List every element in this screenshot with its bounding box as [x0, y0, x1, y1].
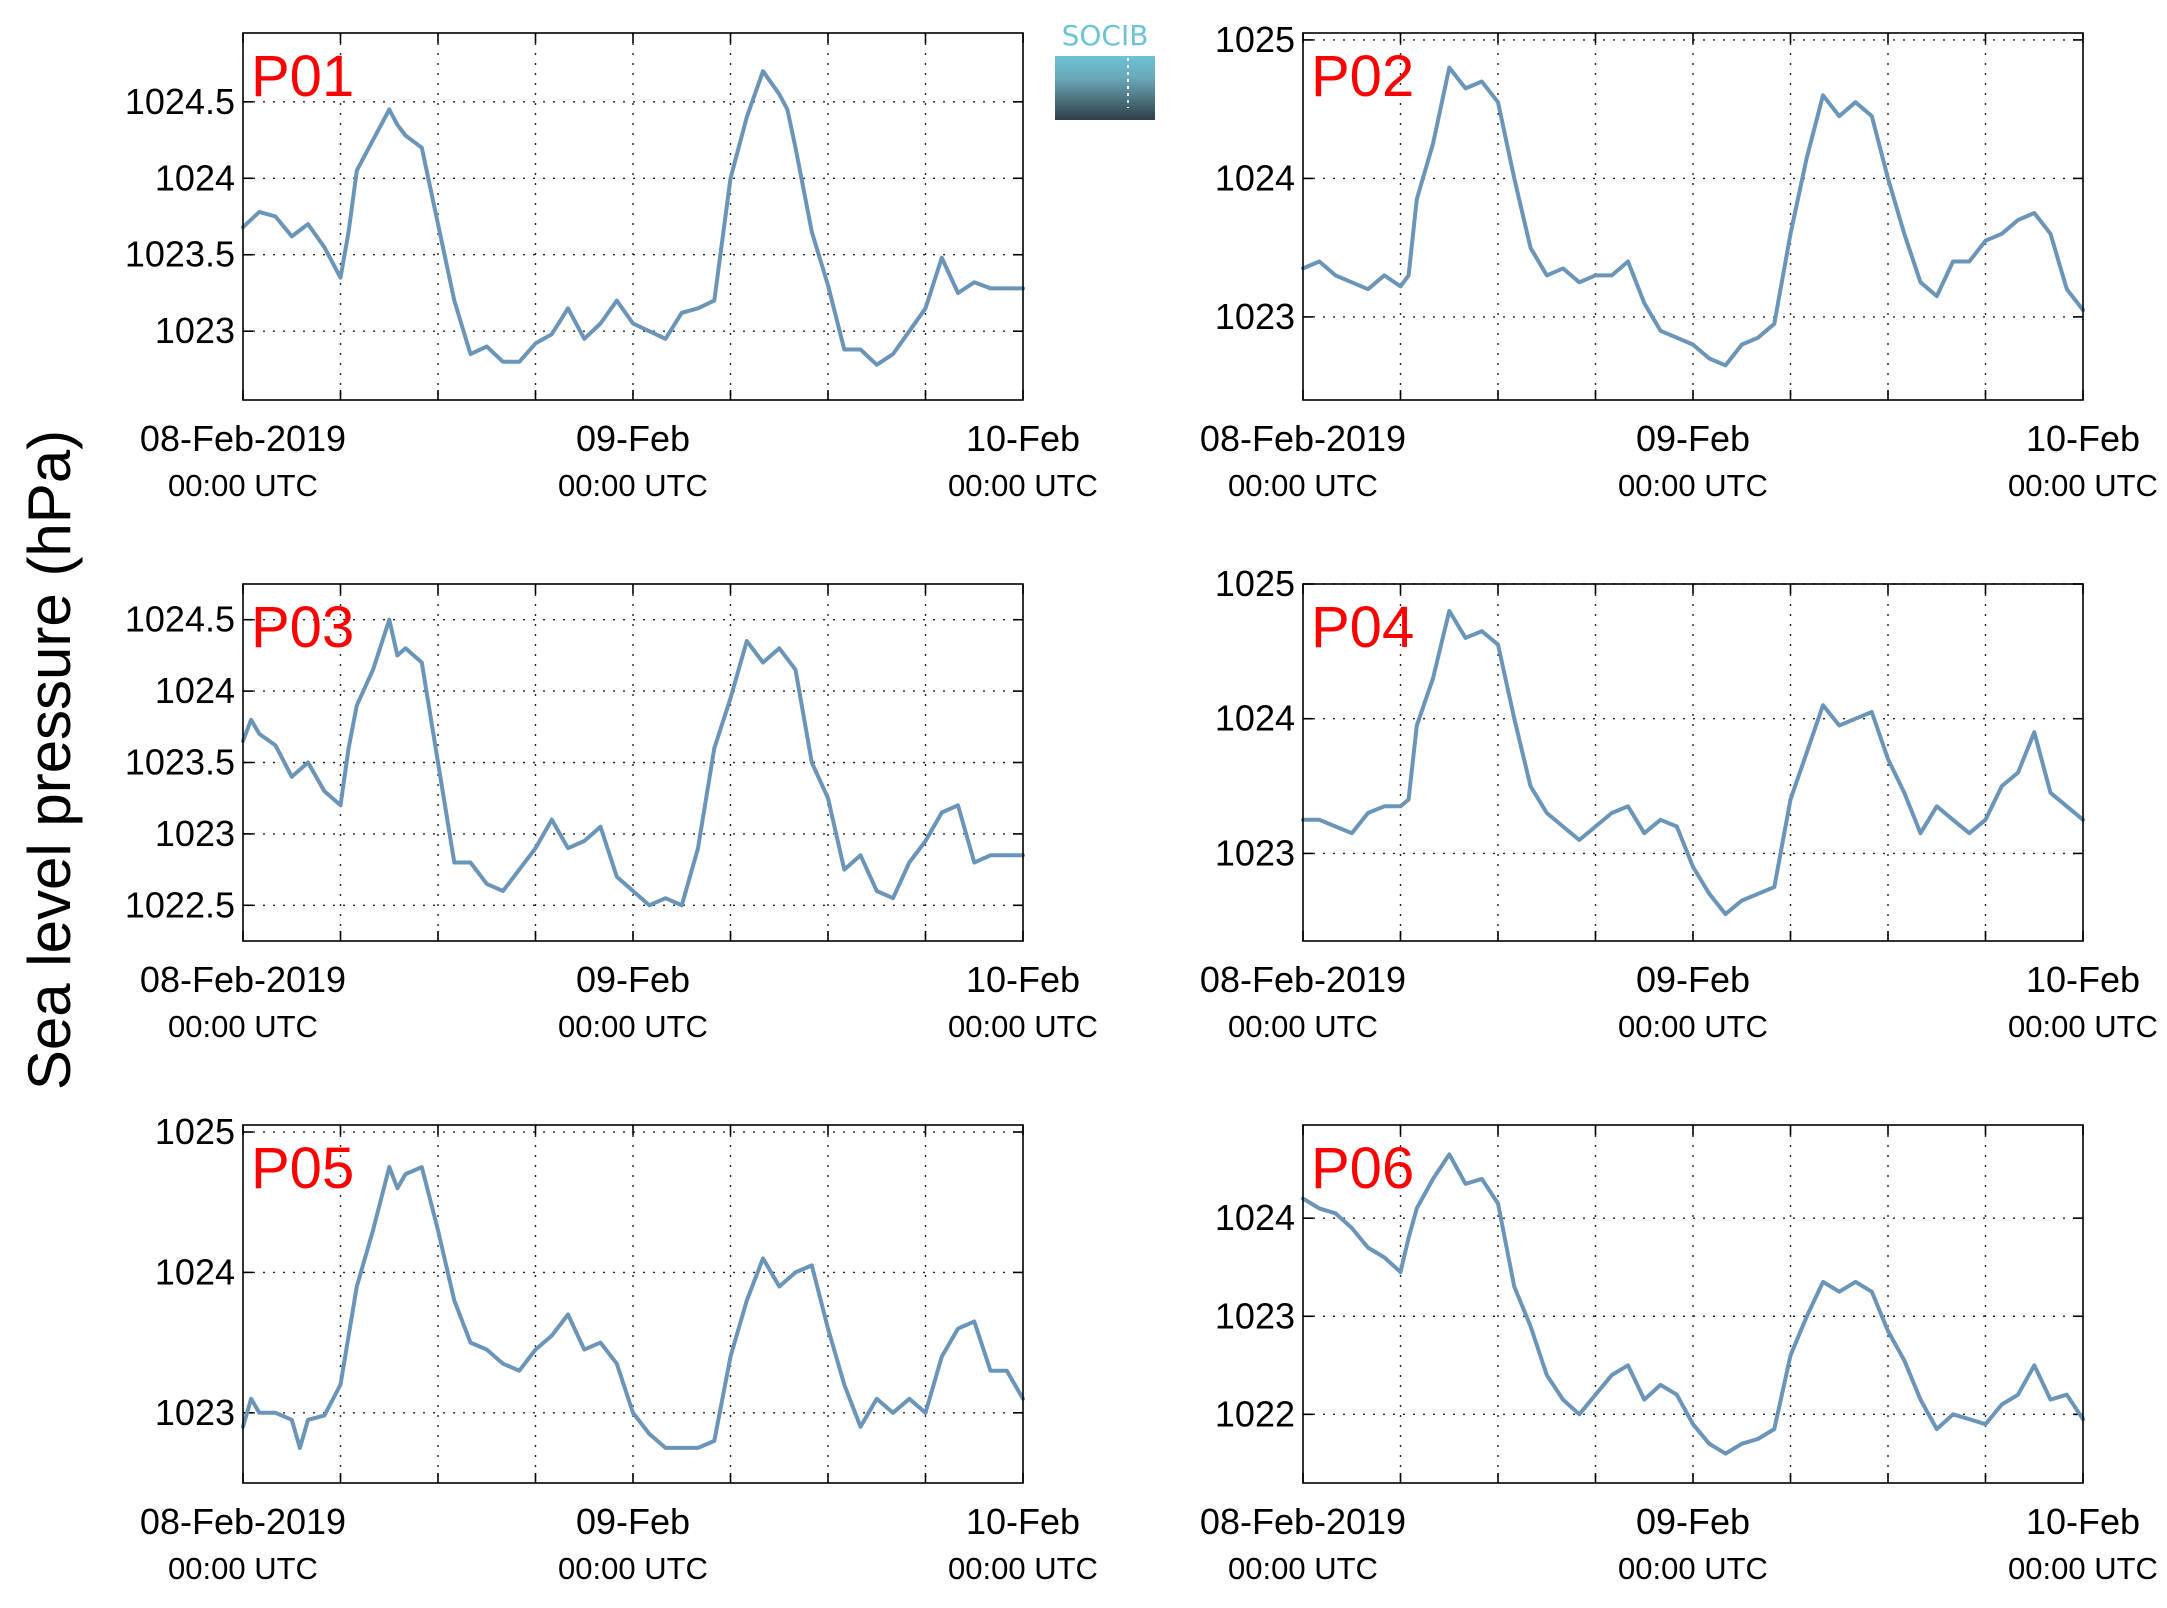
x-tick-sublabel: 00:00 UTC — [948, 1009, 1098, 1044]
y-tick-label: 1022.5 — [125, 884, 235, 925]
panel-p01: 1023 1023.5 1024 1024.5 08-Feb-2019 00:00 UTC… — [125, 32, 1098, 503]
x-tick-sublabel: 00:00 UTC — [1618, 1009, 1768, 1044]
y-tick-label: 1024 — [1215, 1197, 1295, 1238]
plot-frame — [1302, 32, 2084, 401]
panel-label: P04 — [1311, 595, 1414, 660]
x-tick-sublabel: 00:00 UTC — [168, 468, 318, 503]
plot-frame — [242, 583, 1024, 942]
y-tick-label: 1024.5 — [125, 599, 235, 640]
y-tick-label: 1023.5 — [125, 742, 235, 783]
x-tick-label: 10-Feb — [2026, 959, 2140, 1000]
y-tick-label: 1025 — [155, 1111, 235, 1152]
y-tick-label: 1023 — [1215, 832, 1295, 873]
y-tick-label: 1024 — [1215, 157, 1295, 198]
x-tick-sublabel: 00:00 UTC — [1618, 468, 1768, 503]
panel-p03: 1022.5 1023 1023.5 1024 1024.5 08-Feb-2019 00:… — [125, 583, 1098, 1044]
y-tick-label: 1022 — [1215, 1393, 1295, 1434]
x-tick-label: 08-Feb-2019 — [1200, 959, 1406, 1000]
panel-p05: 1023 1024 1025 08-Feb-2019 00:00 UTC 09-Feb 00… — [140, 1111, 1098, 1586]
panel-p06: 1022 1023 1024 08-Feb-2019 00:00 UTC 09-Feb 00… — [1200, 1124, 2158, 1586]
x-tick-label: 10-Feb — [966, 1501, 1080, 1542]
x-tick-sublabel: 00:00 UTC — [1228, 1551, 1378, 1586]
x-tick-sublabel: 00:00 UTC — [948, 468, 1098, 503]
x-tick-sublabel: 00:00 UTC — [558, 468, 708, 503]
pressure-series-line — [1301, 608, 2085, 917]
x-tick-label: 09-Feb — [576, 959, 690, 1000]
x-tick-sublabel: 00:00 UTC — [168, 1551, 318, 1586]
y-tick-label: 1025 — [1215, 19, 1295, 60]
pressure-series-line — [1301, 1152, 2085, 1456]
chart-panels: 1023 1023.5 1024 1024.5 08-Feb-2019 00:00 UTC… — [125, 19, 2158, 1586]
plot-frame — [242, 32, 1024, 401]
y-tick-label: 1023 — [155, 813, 235, 854]
x-tick-label: 08-Feb-2019 — [140, 418, 346, 459]
y-tick-label: 1023 — [155, 310, 235, 351]
x-tick-label: 09-Feb — [1636, 1501, 1750, 1542]
x-tick-sublabel: 00:00 UTC — [948, 1551, 1098, 1586]
y-tick-label: 1023 — [1215, 296, 1295, 337]
y-tick-label: 1023 — [1215, 1295, 1295, 1336]
x-tick-sublabel: 00:00 UTC — [2008, 468, 2158, 503]
x-tick-label: 08-Feb-2019 — [1200, 418, 1406, 459]
x-tick-sublabel: 00:00 UTC — [1618, 1551, 1768, 1586]
x-tick-label: 09-Feb — [576, 1501, 690, 1542]
pressure-series-line — [241, 617, 1025, 908]
x-tick-label: 09-Feb — [576, 418, 690, 459]
panel-label: P02 — [1311, 44, 1414, 109]
y-axis-title: Sea level pressure (hPa) — [16, 430, 83, 1090]
x-tick-label: 08-Feb-2019 — [1200, 1501, 1406, 1542]
panel-label: P06 — [1311, 1136, 1414, 1201]
x-tick-sublabel: 00:00 UTC — [558, 1009, 708, 1044]
x-tick-sublabel: 00:00 UTC — [1228, 1009, 1378, 1044]
x-tick-sublabel: 00:00 UTC — [2008, 1009, 2158, 1044]
x-tick-label: 10-Feb — [2026, 418, 2140, 459]
panel-label: P03 — [251, 595, 354, 660]
y-tick-label: 1023.5 — [125, 234, 235, 275]
plot-frame — [1302, 1124, 2084, 1484]
y-tick-label: 1024 — [155, 1251, 235, 1292]
pressure-series-line — [241, 1165, 1025, 1450]
panel-p02: 1023 1024 1025 08-Feb-2019 00:00 UTC 09-Feb 00… — [1200, 19, 2158, 503]
x-tick-label: 09-Feb — [1636, 418, 1750, 459]
pressure-series-line — [241, 69, 1025, 367]
x-tick-sublabel: 00:00 UTC — [558, 1551, 708, 1586]
y-tick-label: 1024 — [155, 670, 235, 711]
x-tick-label: 10-Feb — [2026, 1501, 2140, 1542]
logo-block — [1055, 56, 1155, 120]
plot-frame — [242, 1124, 1024, 1484]
plot-frame — [1302, 583, 2084, 942]
pressure-series-line — [1301, 65, 2085, 368]
logo-text: SOCIB — [1062, 19, 1149, 52]
panel-p04: 1023 1024 1025 08-Feb-2019 00:00 UTC 09-Feb 00… — [1200, 563, 2158, 1044]
x-tick-label: 08-Feb-2019 — [140, 959, 346, 1000]
panel-label: P01 — [251, 44, 354, 109]
y-tick-label: 1023 — [155, 1392, 235, 1433]
x-tick-sublabel: 00:00 UTC — [168, 1009, 318, 1044]
x-tick-label: 10-Feb — [966, 959, 1080, 1000]
x-tick-sublabel: 00:00 UTC — [2008, 1551, 2158, 1586]
y-tick-label: 1024 — [1215, 698, 1295, 739]
x-tick-label: 08-Feb-2019 — [140, 1501, 346, 1542]
socib-logo: SOCIB — [1055, 19, 1155, 120]
panel-label: P05 — [251, 1136, 354, 1201]
y-tick-label: 1024 — [155, 157, 235, 198]
y-tick-label: 1025 — [1215, 563, 1295, 604]
x-tick-label: 09-Feb — [1636, 959, 1750, 1000]
y-tick-label: 1024.5 — [125, 81, 235, 122]
x-tick-label: 10-Feb — [966, 418, 1080, 459]
x-tick-sublabel: 00:00 UTC — [1228, 468, 1378, 503]
